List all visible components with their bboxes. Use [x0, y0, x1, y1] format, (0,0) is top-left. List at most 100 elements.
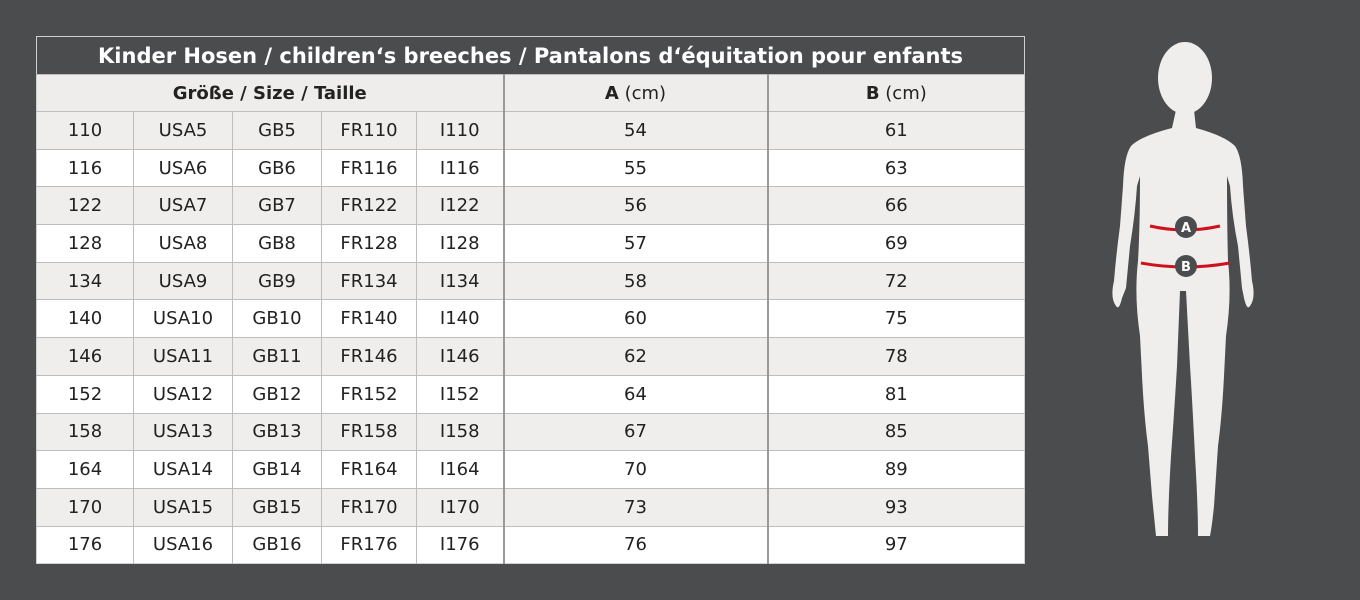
size-usa: USA10: [133, 299, 233, 338]
measure-a: 70: [502, 450, 768, 489]
size-eu: 176: [36, 525, 134, 564]
size-usa: USA6: [133, 148, 233, 187]
size-it: I110: [416, 111, 504, 150]
measure-b: 69: [766, 224, 1025, 263]
size-it: I140: [416, 299, 504, 338]
table-row: 134 USA9 GB9 FR134 I134 58 72: [36, 261, 1025, 300]
measure-a: 57: [502, 224, 768, 263]
size-usa: USA14: [133, 450, 233, 489]
size-it: I146: [416, 337, 504, 376]
measure-a: 58: [502, 261, 768, 300]
body-measurement-figure: A B: [1112, 42, 1254, 536]
size-gb: GB13: [232, 412, 322, 451]
size-usa: USA12: [133, 374, 233, 413]
size-fr: FR158: [321, 412, 417, 451]
table-row: 110 USA5 GB5 FR110 I110 54 61: [36, 111, 1025, 150]
table-row: 146 USA11 GB11 FR146 I146 62 78: [36, 337, 1025, 376]
size-eu: 140: [36, 299, 134, 338]
size-usa: USA5: [133, 111, 233, 150]
measure-b: 61: [766, 111, 1025, 150]
table-row: 152 USA12 GB12 FR152 I152 64 81: [36, 374, 1025, 413]
measure-a: 73: [502, 487, 768, 527]
table-row: 128 USA8 GB8 FR128 I128 57 69: [36, 224, 1025, 263]
size-fr: FR176: [321, 525, 417, 564]
size-it: I170: [416, 487, 504, 527]
size-fr: FR170: [321, 487, 417, 527]
size-gb: GB6: [232, 148, 322, 187]
size-fr: FR110: [321, 111, 417, 150]
measure-a: 62: [502, 337, 768, 376]
size-usa: USA13: [133, 412, 233, 451]
table-row: 158 USA13 GB13 FR158 I158 67 85: [36, 412, 1025, 451]
size-it: I164: [416, 450, 504, 489]
size-usa: USA11: [133, 337, 233, 376]
size-gb: GB11: [232, 337, 322, 376]
size-fr: FR140: [321, 299, 417, 338]
size-eu: 146: [36, 337, 134, 376]
measure-b: 75: [766, 299, 1025, 338]
measure-b: 72: [766, 261, 1025, 300]
size-it: I116: [416, 148, 504, 187]
size-fr: FR128: [321, 224, 417, 263]
header-size: Größe / Size / Taille: [36, 74, 504, 112]
size-it: I152: [416, 374, 504, 413]
marker-a: A: [1181, 221, 1191, 236]
measure-a: 60: [502, 299, 768, 338]
size-eu: 170: [36, 487, 134, 527]
size-fr: FR152: [321, 374, 417, 413]
size-usa: USA15: [133, 487, 233, 527]
size-gb: GB12: [232, 374, 322, 413]
size-it: I176: [416, 525, 504, 564]
measure-b: 89: [766, 450, 1025, 489]
measure-a: 55: [502, 148, 768, 187]
measure-a: 76: [502, 525, 768, 564]
size-eu: 116: [36, 148, 134, 187]
size-eu: 152: [36, 374, 134, 413]
measure-a: 67: [502, 412, 768, 451]
size-gb: GB5: [232, 111, 322, 150]
measure-b: 66: [766, 186, 1025, 225]
size-fr: FR122: [321, 186, 417, 225]
size-eu: 164: [36, 450, 134, 489]
measure-b: 85: [766, 412, 1025, 451]
measure-b: 97: [766, 525, 1025, 564]
size-eu: 128: [36, 224, 134, 263]
measure-a: 56: [502, 186, 768, 225]
table-row: 170 USA15 GB15 FR170 I170 73 93: [36, 487, 1025, 527]
table-title: Kinder Hosen / children‘s breeches / Pan…: [36, 36, 1025, 75]
table-row: 176 USA16 GB16 FR176 I176 76 97: [36, 525, 1025, 564]
size-fr: FR164: [321, 450, 417, 489]
measure-b: 93: [766, 487, 1025, 527]
size-gb: GB15: [232, 487, 322, 527]
size-gb: GB16: [232, 525, 322, 564]
size-gb: GB8: [232, 224, 322, 263]
size-usa: USA7: [133, 186, 233, 225]
size-fr: FR146: [321, 337, 417, 376]
size-gb: GB14: [232, 450, 322, 489]
header-a: A (cm): [502, 74, 768, 112]
size-fr: FR116: [321, 148, 417, 187]
size-chart-table: Kinder Hosen / children‘s breeches / Pan…: [36, 36, 1026, 565]
measure-a: 64: [502, 374, 768, 413]
size-it: I134: [416, 261, 504, 300]
size-gb: GB9: [232, 261, 322, 300]
measure-a: 54: [502, 111, 768, 150]
table-row: 116 USA6 GB6 FR116 I116 55 63: [36, 148, 1025, 187]
size-usa: USA9: [133, 261, 233, 300]
size-usa: USA8: [133, 224, 233, 263]
size-eu: 158: [36, 412, 134, 451]
size-it: I128: [416, 224, 504, 263]
size-it: I158: [416, 412, 504, 451]
table-row: 140 USA10 GB10 FR140 I140 60 75: [36, 299, 1025, 338]
size-eu: 134: [36, 261, 134, 300]
table-row: 122 USA7 GB7 FR122 I122 56 66: [36, 186, 1025, 225]
size-gb: GB10: [232, 299, 322, 338]
measure-b: 81: [766, 374, 1025, 413]
marker-b: B: [1181, 260, 1191, 275]
body-silhouette-icon: [1112, 42, 1254, 536]
size-gb: GB7: [232, 186, 322, 225]
size-eu: 122: [36, 186, 134, 225]
measure-b: 63: [766, 148, 1025, 187]
size-eu: 110: [36, 111, 134, 150]
header-b: B (cm): [766, 74, 1025, 112]
